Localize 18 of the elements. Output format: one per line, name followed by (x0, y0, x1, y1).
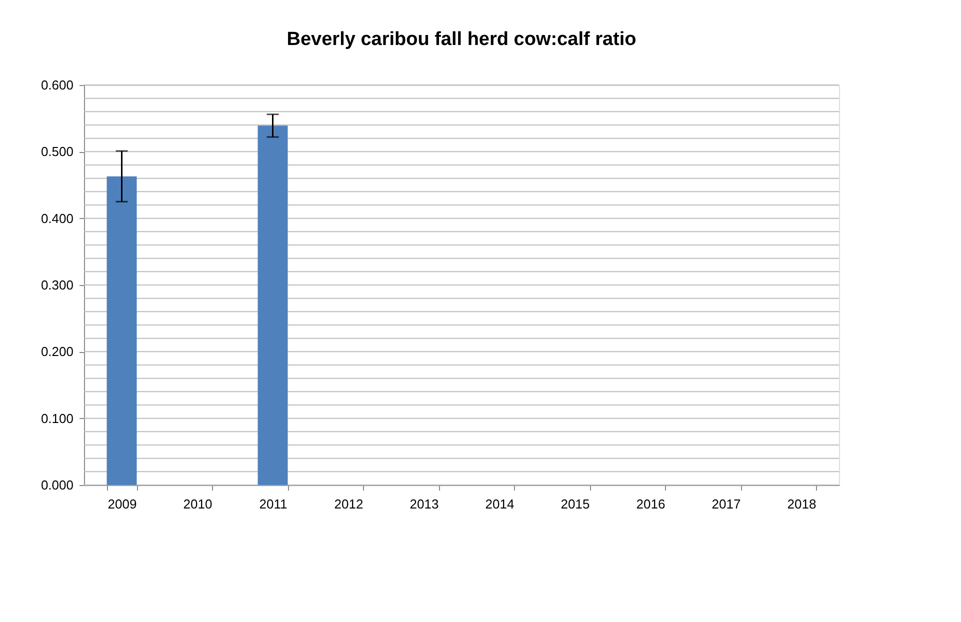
x-tick-label: 2010 (183, 496, 212, 512)
x-tick-label: 2014 (485, 496, 514, 512)
x-tick-label: 2012 (334, 496, 364, 512)
y-tick-label: 0.100 (40, 410, 74, 426)
x-tick-label: 2015 (560, 496, 590, 512)
x-tick-label: 2009 (108, 496, 137, 512)
x-tick-label: 2017 (712, 496, 741, 512)
y-tick-label: 0.600 (40, 78, 74, 92)
y-tick-label: 0.000 (40, 478, 74, 492)
x-tick-label: 2013 (410, 496, 439, 512)
chart-title: Beverly caribou fall herd cow:calf ratio (286, 29, 636, 50)
y-tick-label: 0.300 (40, 278, 74, 292)
y-tick-label: 0.200 (40, 344, 74, 360)
x-tick-label: 2016 (636, 496, 666, 512)
y-tick-label: 0.400 (40, 210, 74, 226)
x-tick-label: 2018 (787, 496, 816, 512)
x-tick-label: 2011 (259, 496, 288, 512)
y-tick-label: 0.500 (40, 144, 74, 160)
